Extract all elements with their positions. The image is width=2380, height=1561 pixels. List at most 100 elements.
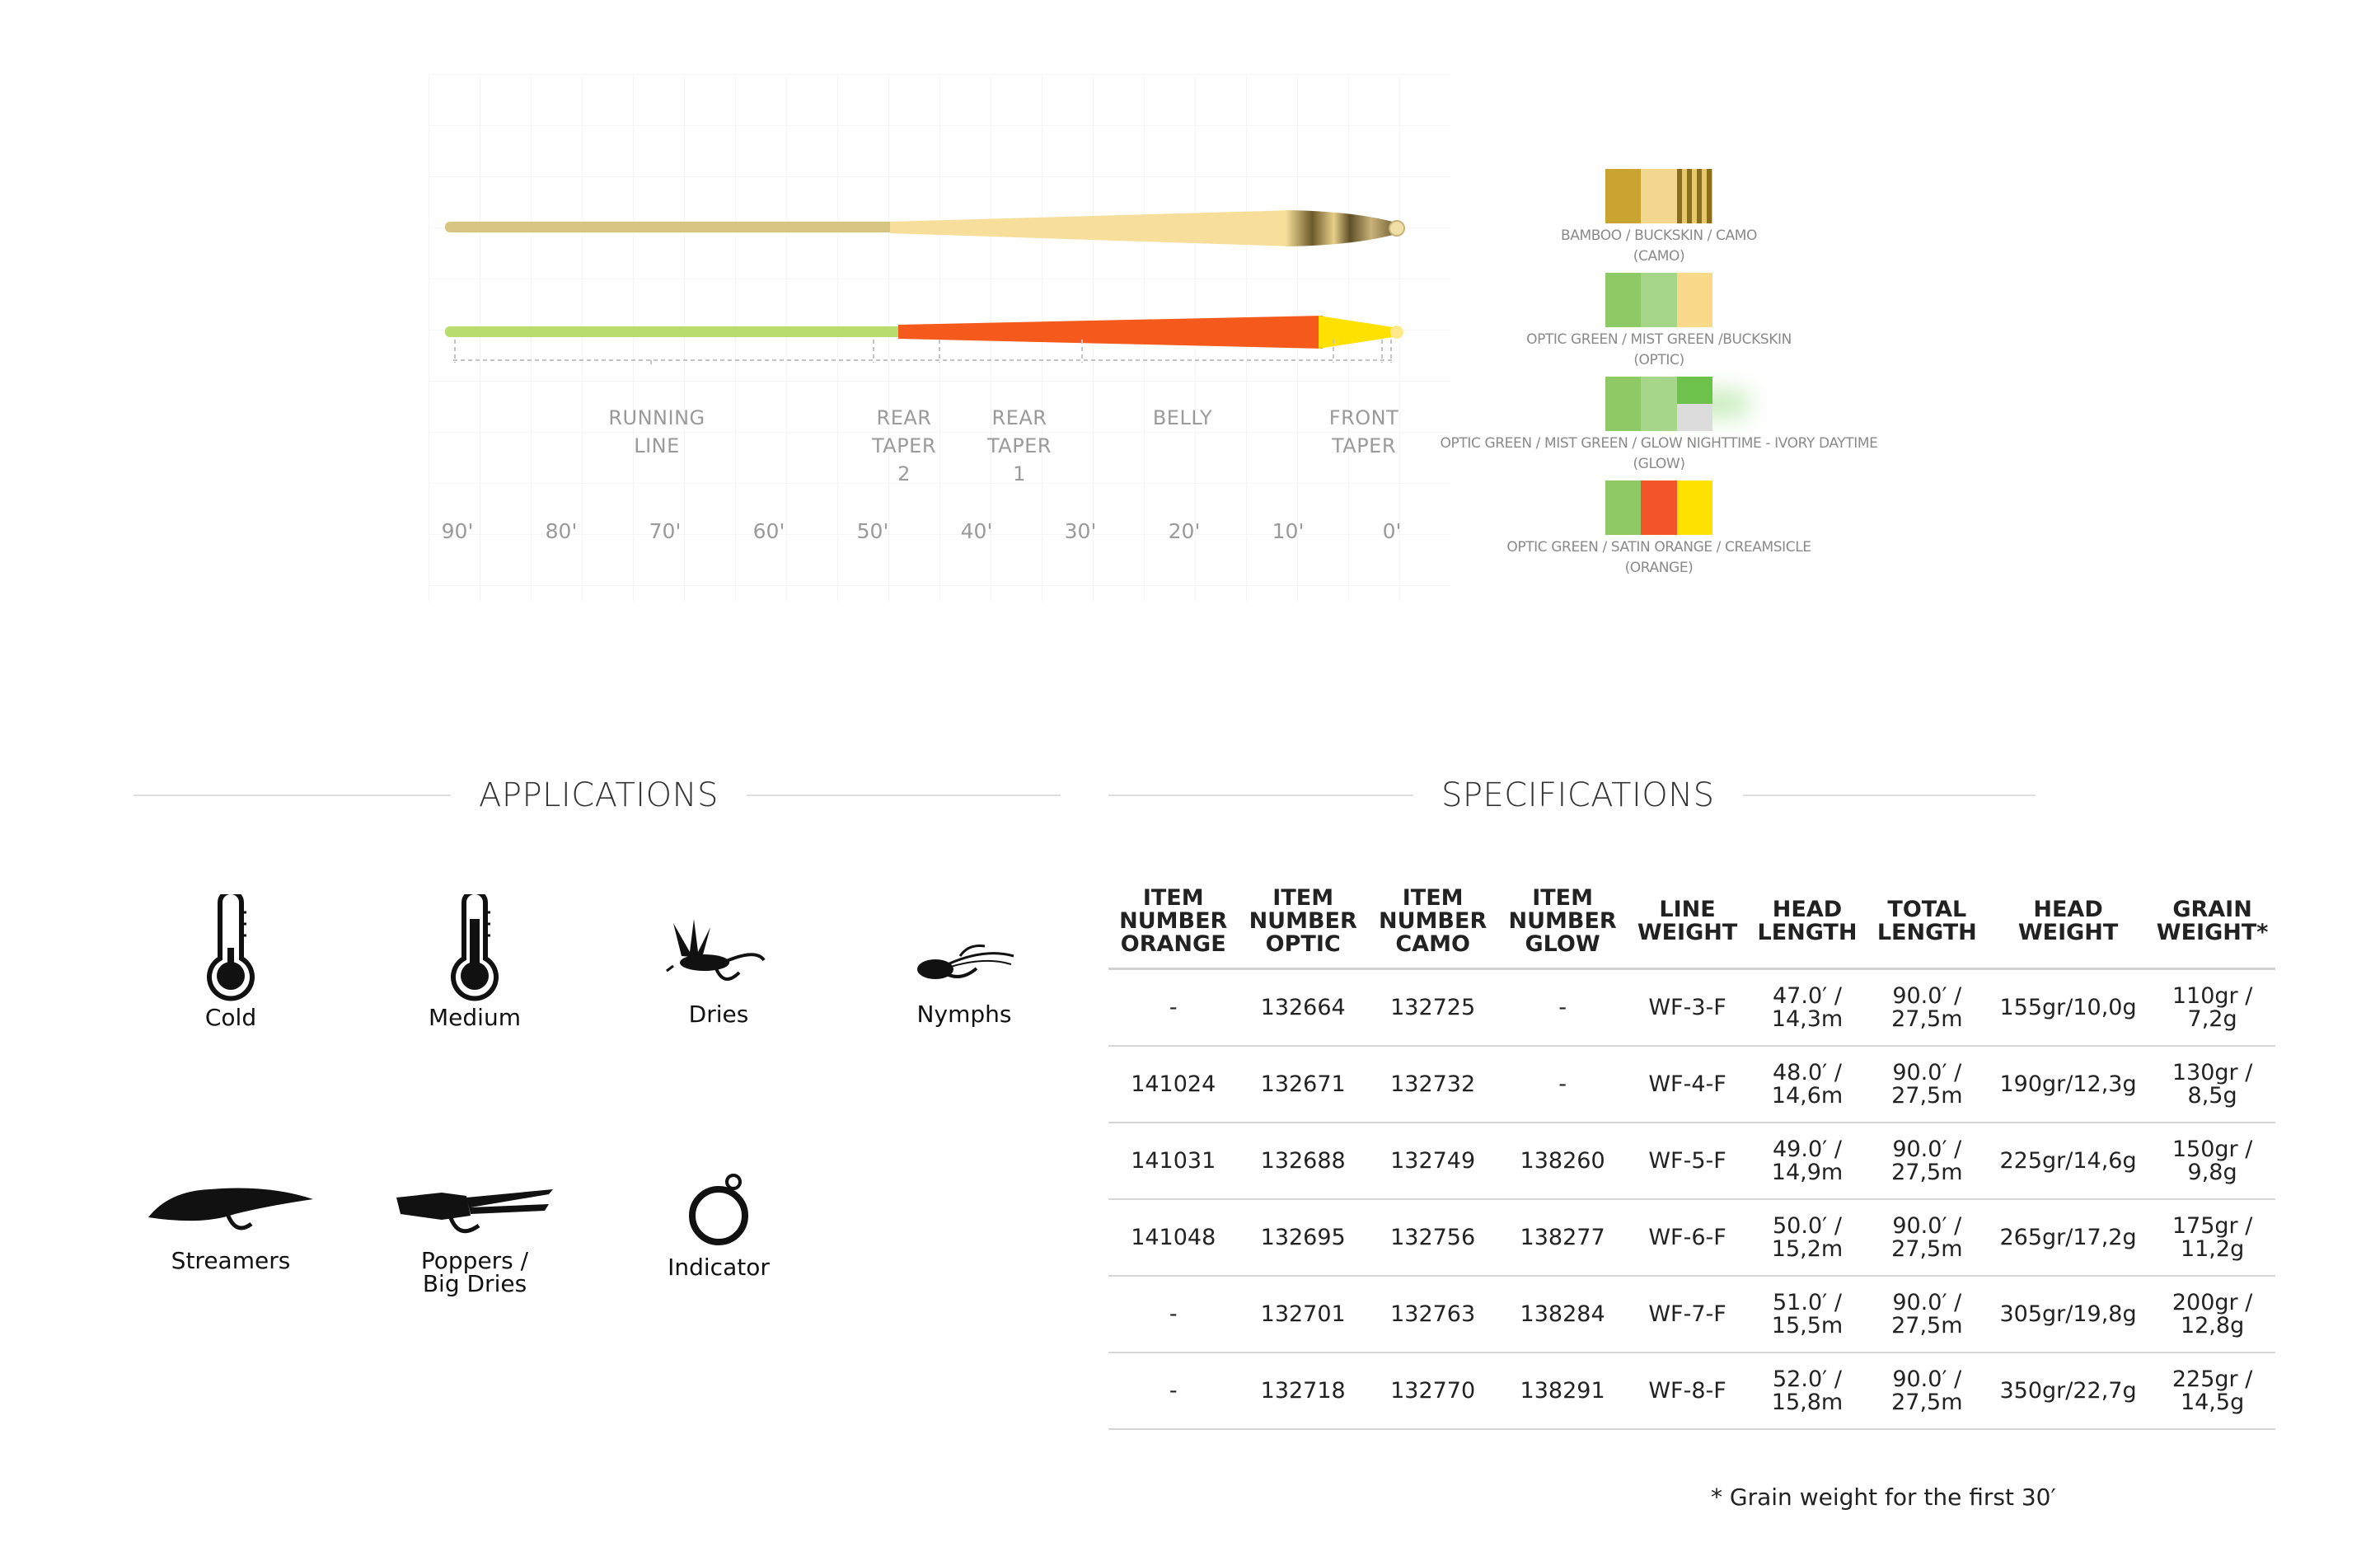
swatch-label-orange: OPTIC GREEN / SATIN ORANGE / CREAMSICLE … xyxy=(1506,539,1811,576)
column-header: ITEM NUMBER GLOW xyxy=(1497,882,1628,970)
table-cell: 132763 xyxy=(1367,1276,1498,1353)
column-header: TOTAL LENGTH xyxy=(1867,882,1987,970)
swatch-color xyxy=(1605,377,1642,431)
table-cell: 132695 xyxy=(1238,1199,1368,1277)
table-cell: 132749 xyxy=(1367,1123,1498,1200)
swatch-optic xyxy=(1605,273,1712,327)
distance-label: 90' xyxy=(441,519,474,543)
table-row: - 132701 132763 138284 WF-7-F 51.0′ / 15… xyxy=(1108,1276,2275,1353)
table-cell: 132718 xyxy=(1238,1352,1368,1430)
table-cell: 132725 xyxy=(1367,968,1498,1047)
table-cell: 90.0′ / 27,5m xyxy=(1867,968,1987,1047)
table-cell: 305gr/19,8g xyxy=(1986,1276,2150,1353)
application-label: Nymphs xyxy=(916,1001,1012,1028)
table-cell: 90.0′ / 27,5m xyxy=(1867,1046,1987,1123)
table-cell: 90.0′ / 27,5m xyxy=(1867,1276,1987,1353)
table-cell: 48.0′ / 14,6m xyxy=(1747,1046,1867,1123)
swatch-glow xyxy=(1605,377,1712,431)
table-row: 141024 132671 132732 - WF-4-F 48.0′ / 14… xyxy=(1108,1046,2275,1123)
swatch-camo xyxy=(1605,169,1712,223)
column-header: HEAD LENGTH xyxy=(1747,882,1867,970)
application-label: Dries xyxy=(688,1001,749,1028)
application-label: Medium xyxy=(429,1004,521,1031)
table-cell: 110gr / 7,2g xyxy=(2149,968,2275,1047)
grain-weight-footnote: * Grain weight for the first 30′ xyxy=(1711,1484,2056,1511)
applications-title: APPLICATIONS xyxy=(479,776,719,814)
table-cell: - xyxy=(1108,1352,1239,1430)
table-row: 141048 132695 132756 138277 WF-6-F 50.0′… xyxy=(1108,1199,2275,1277)
table-cell: 141024 xyxy=(1108,1046,1239,1123)
table-cell: - xyxy=(1108,968,1239,1047)
swatch-color xyxy=(1676,377,1712,431)
table-cell: 90.0′ / 27,5m xyxy=(1867,1352,1987,1430)
table-cell: 141031 xyxy=(1108,1123,1239,1200)
application-medium: Medium xyxy=(376,894,574,1029)
swatch-color xyxy=(1641,377,1677,431)
distance-label: 0' xyxy=(1382,519,1402,543)
table-cell: 141048 xyxy=(1108,1199,1239,1277)
table-cell: 132770 xyxy=(1367,1352,1498,1430)
swatch-color xyxy=(1676,169,1712,223)
swatch-color xyxy=(1641,480,1677,535)
distance-label: 60' xyxy=(752,519,785,543)
swatch-orange xyxy=(1605,480,1712,535)
table-cell: WF-3-F xyxy=(1627,968,1748,1047)
header-rule xyxy=(746,795,1061,796)
nymph-fly-icon xyxy=(917,945,1014,979)
application-label: Streamers xyxy=(171,1247,291,1274)
table-cell: 350gr/22,7g xyxy=(1986,1352,2150,1430)
application-poppers: Poppers / Big Dries xyxy=(376,1174,574,1296)
swatch-color xyxy=(1676,273,1712,327)
swatch-color xyxy=(1605,480,1642,535)
table-cell: 49.0′ / 14,9m xyxy=(1747,1123,1867,1200)
orange-fly-line xyxy=(445,316,1403,349)
table-cell: WF-7-F xyxy=(1627,1276,1748,1353)
application-nymphs: Nymphs xyxy=(865,931,1063,1026)
table-header-row: ITEM NUMBER ORANGE ITEM NUMBER OPTIC ITE… xyxy=(1108,882,2275,970)
table-cell: - xyxy=(1108,1276,1239,1353)
table-cell: 190gr/12,3g xyxy=(1986,1046,2150,1123)
table-cell: 132688 xyxy=(1238,1123,1368,1200)
table-cell: 138260 xyxy=(1497,1123,1628,1200)
streamer-fly-icon xyxy=(148,1188,313,1231)
swatch-color xyxy=(1676,480,1712,535)
column-header: HEAD WEIGHT xyxy=(1986,882,2150,970)
application-dries: Dries xyxy=(620,915,818,1026)
thermometer-medium-icon xyxy=(451,894,499,1001)
table-cell: 132701 xyxy=(1238,1276,1368,1353)
section-ruler xyxy=(453,340,1393,364)
table-cell: 175gr / 11,2g xyxy=(2149,1199,2275,1277)
table-cell: WF-6-F xyxy=(1627,1199,1748,1277)
table-cell: 265gr/17,2g xyxy=(1986,1199,2150,1277)
specifications-title: SPECIFICATIONS xyxy=(1441,776,1715,814)
table-cell: 132664 xyxy=(1238,968,1368,1047)
swatch-color xyxy=(1641,169,1677,223)
table-cell: 132732 xyxy=(1367,1046,1498,1123)
column-header: ITEM NUMBER CAMO xyxy=(1367,882,1498,970)
table-cell: - xyxy=(1497,968,1628,1047)
header-rule xyxy=(134,795,451,796)
column-header: GRAIN WEIGHT* xyxy=(2149,882,2275,970)
distance-label: 40' xyxy=(960,519,993,543)
section-label-rear-taper-1: REAR TAPER 1 xyxy=(986,406,1052,485)
distance-label: 20' xyxy=(1168,519,1201,543)
header-rule xyxy=(1742,795,2036,796)
distance-label: 30' xyxy=(1064,519,1097,543)
table-cell: 50.0′ / 15,2m xyxy=(1747,1199,1867,1277)
table-cell: - xyxy=(1497,1046,1628,1123)
table-row: 141031 132688 132749 138260 WF-5-F 49.0′… xyxy=(1108,1123,2275,1200)
dry-fly-icon xyxy=(666,919,766,981)
column-header: LINE WEIGHT xyxy=(1627,882,1748,970)
table-row: - 132718 132770 138291 WF-8-F 52.0′ / 15… xyxy=(1108,1352,2275,1430)
application-label: Poppers / Big Dries xyxy=(420,1247,529,1297)
distance-label: 10' xyxy=(1272,519,1305,543)
line-taper-diagram: RUNNING LINE REAR TAPER 2 REAR TAPER 1 B… xyxy=(429,74,1450,602)
swatch-label-optic: OPTIC GREEN / MIST GREEN /BUCKSKIN (OPTI… xyxy=(1526,331,1792,368)
specifications-header: SPECIFICATIONS xyxy=(1108,775,2036,816)
distance-label: 80' xyxy=(545,519,578,543)
application-label: Cold xyxy=(204,1004,257,1031)
table-cell: 138277 xyxy=(1497,1199,1628,1277)
table-cell: 155gr/10,0g xyxy=(1986,968,2150,1047)
table-cell: 90.0′ / 27,5m xyxy=(1867,1199,1987,1277)
swatch-label-glow: OPTIC GREEN / MIST GREEN / GLOW NIGHTTIM… xyxy=(1440,435,1878,472)
